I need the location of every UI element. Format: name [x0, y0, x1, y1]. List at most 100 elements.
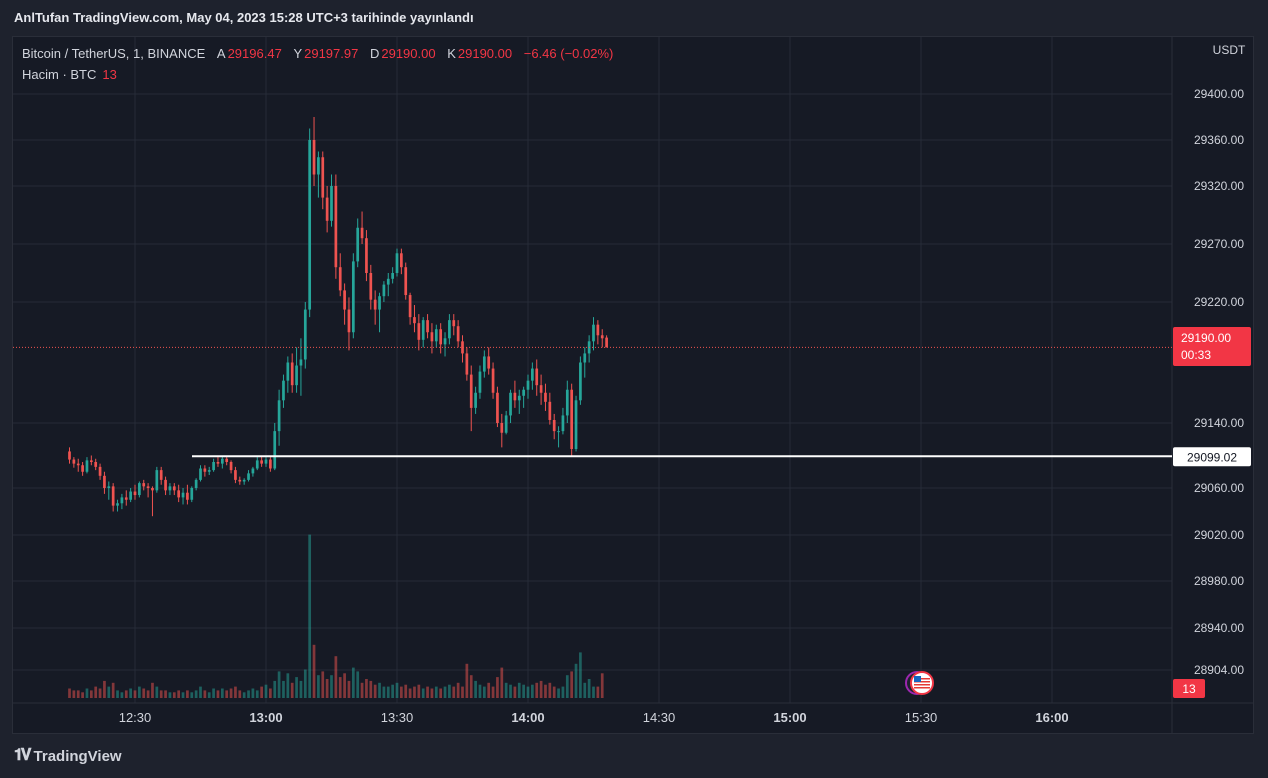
candle-body: [373, 299, 377, 310]
current-price-value: 29190.00: [1181, 331, 1231, 345]
volume-bar: [426, 686, 429, 698]
volume-bar: [317, 675, 320, 698]
volume-bar: [247, 690, 250, 698]
volume-bar: [303, 669, 307, 698]
time-tick-label: 15:00: [773, 710, 806, 725]
candle-body: [94, 462, 98, 467]
price-tick-label: 29140.00: [1194, 416, 1244, 430]
volume-bar: [434, 686, 438, 698]
symbol-name[interactable]: Bitcoin / TetherUS, 1, BINANCE: [22, 46, 206, 61]
volume-bar: [142, 688, 146, 698]
candle-body: [347, 309, 351, 333]
currency-label: USDT: [1213, 43, 1246, 57]
price-tick-label: 28940.00: [1194, 621, 1244, 635]
time-tick-label: 14:00: [511, 710, 544, 725]
volume-bar: [264, 684, 268, 698]
candle-body: [107, 486, 111, 488]
candle-body: [251, 468, 255, 474]
volume-bar: [478, 684, 482, 698]
candle-body: [605, 337, 608, 348]
volume-bar: [251, 688, 255, 698]
volume-bar: [155, 686, 159, 698]
volume-bar: [378, 682, 381, 698]
us-flag-icon[interactable]: [910, 671, 934, 695]
candle-body: [500, 423, 504, 433]
volume-bar: [539, 680, 543, 698]
candle-body: [103, 475, 106, 488]
volume-bar: [81, 692, 84, 698]
volume-bar: [579, 652, 582, 698]
volume-bar: [369, 680, 373, 698]
candle-body: [177, 490, 181, 498]
candle-body: [242, 479, 246, 482]
volume-bar: [199, 686, 202, 698]
candle-body: [369, 273, 373, 300]
candle-body: [526, 380, 530, 390]
tradingview-logo[interactable]: 𝟏𝐕 TradingView: [14, 747, 122, 765]
volume-bar: [504, 682, 508, 698]
volume-bar: [513, 686, 517, 698]
candle-body: [351, 261, 355, 333]
candle-body: [282, 380, 285, 401]
candle-body: [212, 462, 215, 471]
candle-body: [356, 227, 360, 262]
candle-body: [194, 479, 198, 488]
volume-bar: [469, 675, 473, 698]
candle-body: [225, 458, 229, 462]
candle-body: [116, 503, 119, 506]
volume-bar: [277, 671, 281, 698]
candle-body: [290, 362, 294, 386]
candle-body: [203, 468, 207, 472]
volume-bar: [395, 682, 399, 698]
volume-bar: [321, 671, 325, 698]
volume-bar: [382, 686, 386, 698]
candle-body: [98, 466, 102, 476]
candle-body: [600, 335, 604, 339]
candle-body: [452, 320, 456, 327]
volume-bar: [133, 690, 137, 698]
volume-bar: [89, 690, 93, 698]
candle-body: [308, 140, 312, 310]
volume-bar: [592, 686, 595, 698]
volume-bar: [98, 688, 102, 698]
volume-bar: [430, 688, 434, 698]
volume-bar: [570, 671, 574, 698]
chart-frame[interactable]: [12, 36, 1254, 734]
candle-body: [448, 320, 451, 339]
candle-body: [565, 389, 569, 416]
us-flag-stripe: [914, 681, 930, 683]
candle-body: [260, 460, 263, 464]
candle-body: [325, 197, 329, 221]
candle-body: [386, 278, 390, 285]
candle-body: [509, 392, 512, 416]
candle-body: [343, 290, 346, 310]
volume-bar: [360, 682, 364, 698]
tv-logo-icon: 𝟏𝐕: [14, 747, 31, 764]
candle-body: [220, 458, 224, 464]
high-label: Y: [293, 46, 303, 61]
candle-body: [417, 323, 421, 340]
volume-bar: [164, 690, 167, 698]
volume-label[interactable]: Hacim · BTC: [22, 67, 97, 82]
volume-bar: [408, 688, 412, 698]
candle-body: [365, 238, 368, 273]
volume-bar: [526, 686, 530, 698]
candle-body: [426, 320, 429, 333]
volume-legend: Hacim · BTC 13: [22, 67, 117, 82]
price-tick-label: 28980.00: [1194, 574, 1244, 588]
volume-bar: [443, 686, 447, 698]
candle-body: [229, 462, 233, 471]
volume-bar: [203, 690, 207, 698]
volume-bar: [509, 684, 512, 698]
candle-body: [303, 309, 307, 360]
volume-bar: [365, 679, 368, 698]
volume-bar: [491, 686, 495, 698]
us-flag-stripe: [914, 687, 930, 689]
volume-bar: [312, 644, 316, 698]
volume-bar: [587, 679, 591, 698]
candle-body: [360, 227, 364, 239]
candle-body: [421, 320, 425, 340]
candle-body: [68, 451, 71, 460]
volume-bar: [448, 684, 451, 698]
